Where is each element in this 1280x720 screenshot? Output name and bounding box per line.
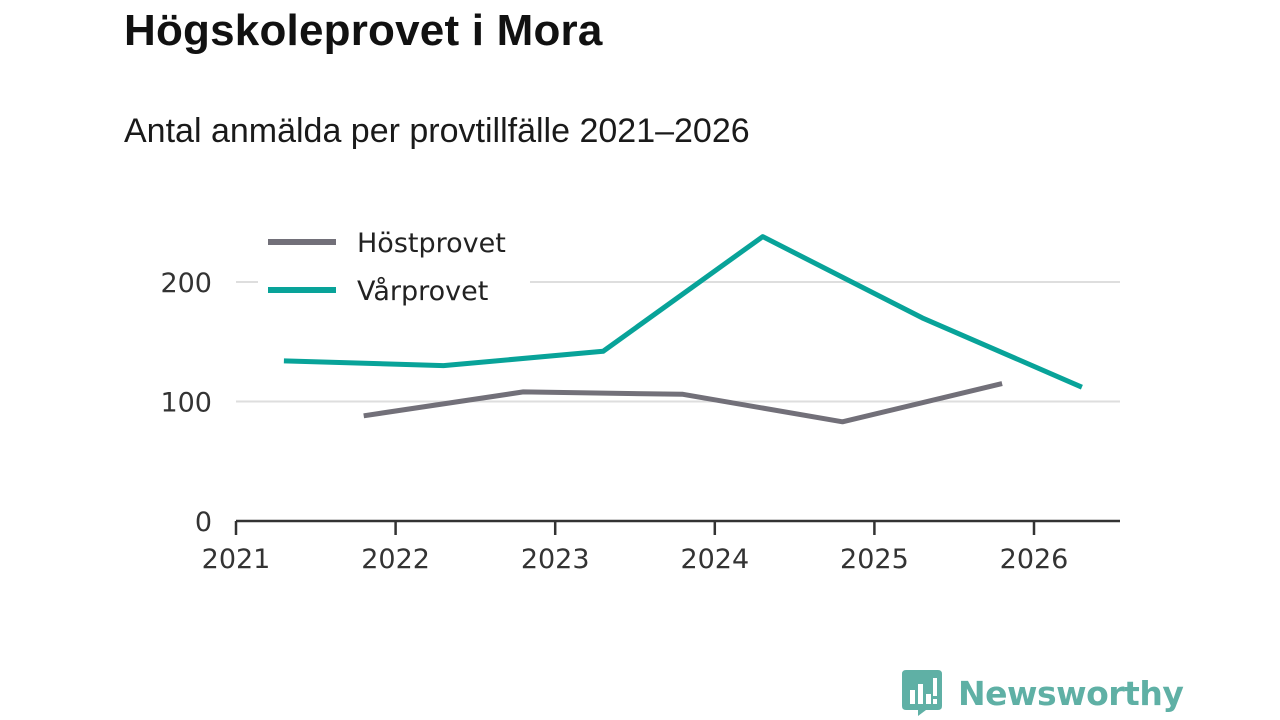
x-tick-label-2022: 2022 xyxy=(361,544,430,575)
legend: Höstprovet Vårprovet xyxy=(258,218,530,314)
x-axis: 2021 2022 2023 2024 2025 2026 xyxy=(202,519,1120,575)
brand-name: Newsworthy xyxy=(958,673,1184,713)
series-lines xyxy=(283,234,1083,425)
newsworthy-logo[interactable]: Newsworthy xyxy=(902,670,1184,716)
chart-subtitle: Antal anmälda per provtillfälle 2021–202… xyxy=(124,112,750,150)
chart-title: Högskoleprovet i Mora xyxy=(124,6,603,55)
x-tick-label-2024: 2024 xyxy=(680,544,749,575)
bar-chart-speech-bubble-icon xyxy=(902,670,942,716)
y-tick-label-0: 0 xyxy=(195,507,212,538)
y-tick-label-100: 100 xyxy=(160,388,212,419)
x-tick-label-2021: 2021 xyxy=(202,544,271,575)
series-line-v-rprovet xyxy=(283,234,1083,390)
x-tick-label-2026: 2026 xyxy=(1000,544,1069,575)
legend-label-h-stprovet: Höstprovet xyxy=(357,228,506,259)
legend-label-v-rprovet: Vårprovet xyxy=(357,276,488,307)
y-axis-labels: 0 100 200 xyxy=(160,268,212,538)
x-tick-label-2023: 2023 xyxy=(521,544,590,575)
legend-background xyxy=(258,218,530,314)
y-tick-label-200: 200 xyxy=(160,268,212,299)
x-tick-label-2025: 2025 xyxy=(840,544,909,575)
series-line-h-stprovet xyxy=(363,381,1003,425)
